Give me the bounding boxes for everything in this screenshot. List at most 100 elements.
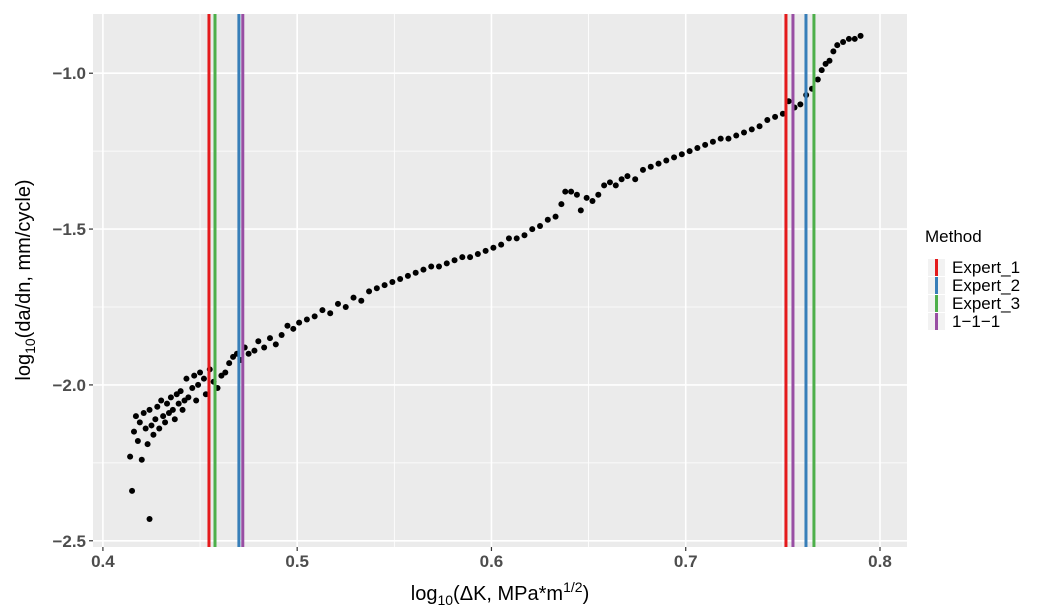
point (144, 441, 151, 448)
point (200, 375, 207, 382)
point (350, 294, 357, 301)
point (327, 310, 334, 317)
point (245, 350, 252, 357)
point (694, 145, 701, 152)
point (624, 173, 631, 180)
point (639, 166, 646, 173)
legend-label: Expert_2 (952, 276, 1020, 295)
y-tick-label: −2.5 (52, 532, 86, 551)
point (358, 297, 365, 304)
point (756, 123, 763, 130)
point (278, 332, 285, 339)
point (311, 313, 318, 320)
point (342, 303, 349, 310)
point (334, 300, 341, 307)
point (226, 360, 233, 367)
point (826, 57, 833, 64)
point (709, 138, 716, 145)
point (296, 319, 303, 326)
point (459, 254, 466, 261)
point (140, 409, 147, 416)
y-label-part: (da/dn, mm/cycle) (13, 179, 35, 338)
point (130, 428, 137, 435)
point (537, 222, 544, 229)
x-axis-label: log10(ΔK, MPa*m1/2) (411, 579, 589, 608)
point (562, 188, 569, 195)
point (266, 335, 273, 342)
point (185, 394, 192, 401)
point (632, 176, 639, 183)
point (373, 285, 380, 292)
point (179, 406, 186, 413)
point (772, 113, 779, 120)
legend-title: Method (925, 227, 982, 246)
point (618, 176, 625, 183)
point (160, 413, 167, 420)
point (197, 369, 204, 376)
point (678, 151, 685, 158)
legend-label: Expert_3 (952, 294, 1020, 313)
point (412, 269, 419, 276)
point (162, 419, 169, 426)
point (136, 419, 143, 426)
point (132, 413, 139, 420)
point (521, 232, 528, 239)
point (505, 235, 512, 242)
point (255, 338, 262, 345)
x-tick-label: 0.4 (91, 552, 115, 571)
point (686, 148, 693, 155)
point (544, 216, 551, 223)
point (717, 135, 724, 142)
point (164, 400, 171, 407)
point (552, 213, 559, 220)
point (741, 129, 748, 136)
point (830, 48, 837, 55)
point (420, 266, 427, 273)
point (748, 126, 755, 133)
point (193, 397, 200, 404)
point (167, 394, 174, 401)
point (154, 403, 161, 410)
point (148, 422, 155, 429)
point (129, 487, 136, 494)
point (601, 182, 608, 189)
x-label-sub: 10 (437, 592, 453, 608)
point (138, 456, 145, 463)
point (261, 344, 268, 351)
point (222, 369, 229, 376)
point (290, 325, 297, 332)
point (857, 32, 864, 39)
point (397, 275, 404, 282)
y-axis-label: log10(da/dn, mm/cycle) (13, 179, 38, 380)
point (251, 347, 258, 354)
point (529, 226, 536, 233)
x-tick-label: 0.7 (674, 552, 698, 571)
point (195, 381, 202, 388)
point (845, 35, 852, 42)
point (146, 406, 153, 413)
y-label-part: log (13, 354, 35, 381)
point (152, 416, 159, 423)
point (169, 406, 176, 413)
point (175, 400, 182, 407)
point (150, 431, 157, 438)
x-tick-label: 0.5 (285, 552, 309, 571)
point (467, 254, 474, 261)
panel (93, 14, 907, 547)
marks (127, 14, 864, 547)
point (655, 160, 662, 167)
point (779, 110, 786, 117)
point (191, 372, 198, 379)
point (725, 135, 732, 142)
point (451, 257, 458, 264)
point (834, 42, 841, 49)
point (498, 241, 505, 248)
point (474, 251, 481, 258)
point (612, 182, 619, 189)
point (366, 288, 373, 295)
point (443, 260, 450, 267)
x-label-sup: 1/2 (563, 579, 583, 595)
y-tick-label: −1.5 (52, 220, 86, 239)
point (319, 307, 326, 314)
